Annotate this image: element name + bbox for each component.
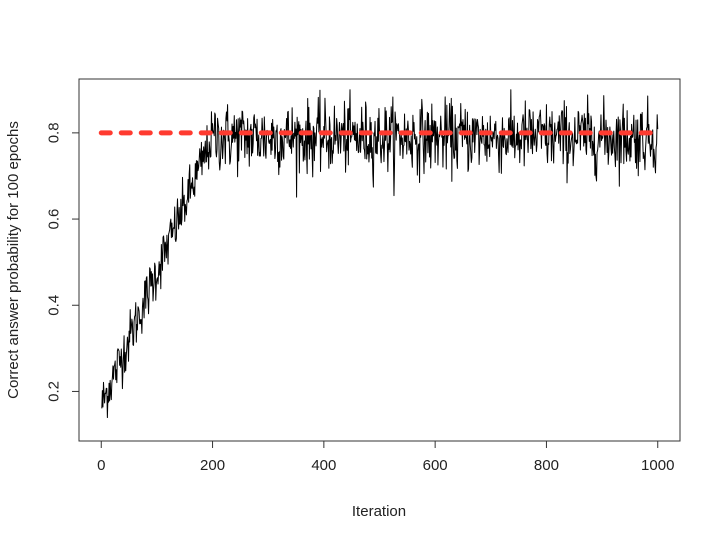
- y-axis: 0.2 0.4 0.6 0.8: [46, 122, 80, 402]
- y-tick-label: 0.2: [46, 381, 63, 402]
- y-tick-label: 0.6: [46, 209, 63, 230]
- y-axis-label: Correct answer probability for 100 epoch…: [5, 121, 22, 399]
- x-tick-label: 600: [423, 457, 448, 474]
- series-layer: [98, 89, 661, 419]
- x-tick-label: 0: [97, 457, 105, 474]
- series-line-probability: [101, 89, 659, 419]
- x-tick-label: 200: [200, 457, 225, 474]
- y-tick-label: 0.4: [46, 295, 63, 316]
- x-tick-label: 800: [534, 457, 559, 474]
- x-axis: 0 200 400 600 800 1000: [97, 440, 674, 474]
- y-tick-label: 0.8: [46, 122, 63, 143]
- x-tick-label: 400: [311, 457, 336, 474]
- x-tick-label: 1000: [641, 457, 674, 474]
- x-axis-label: Iteration: [352, 503, 406, 520]
